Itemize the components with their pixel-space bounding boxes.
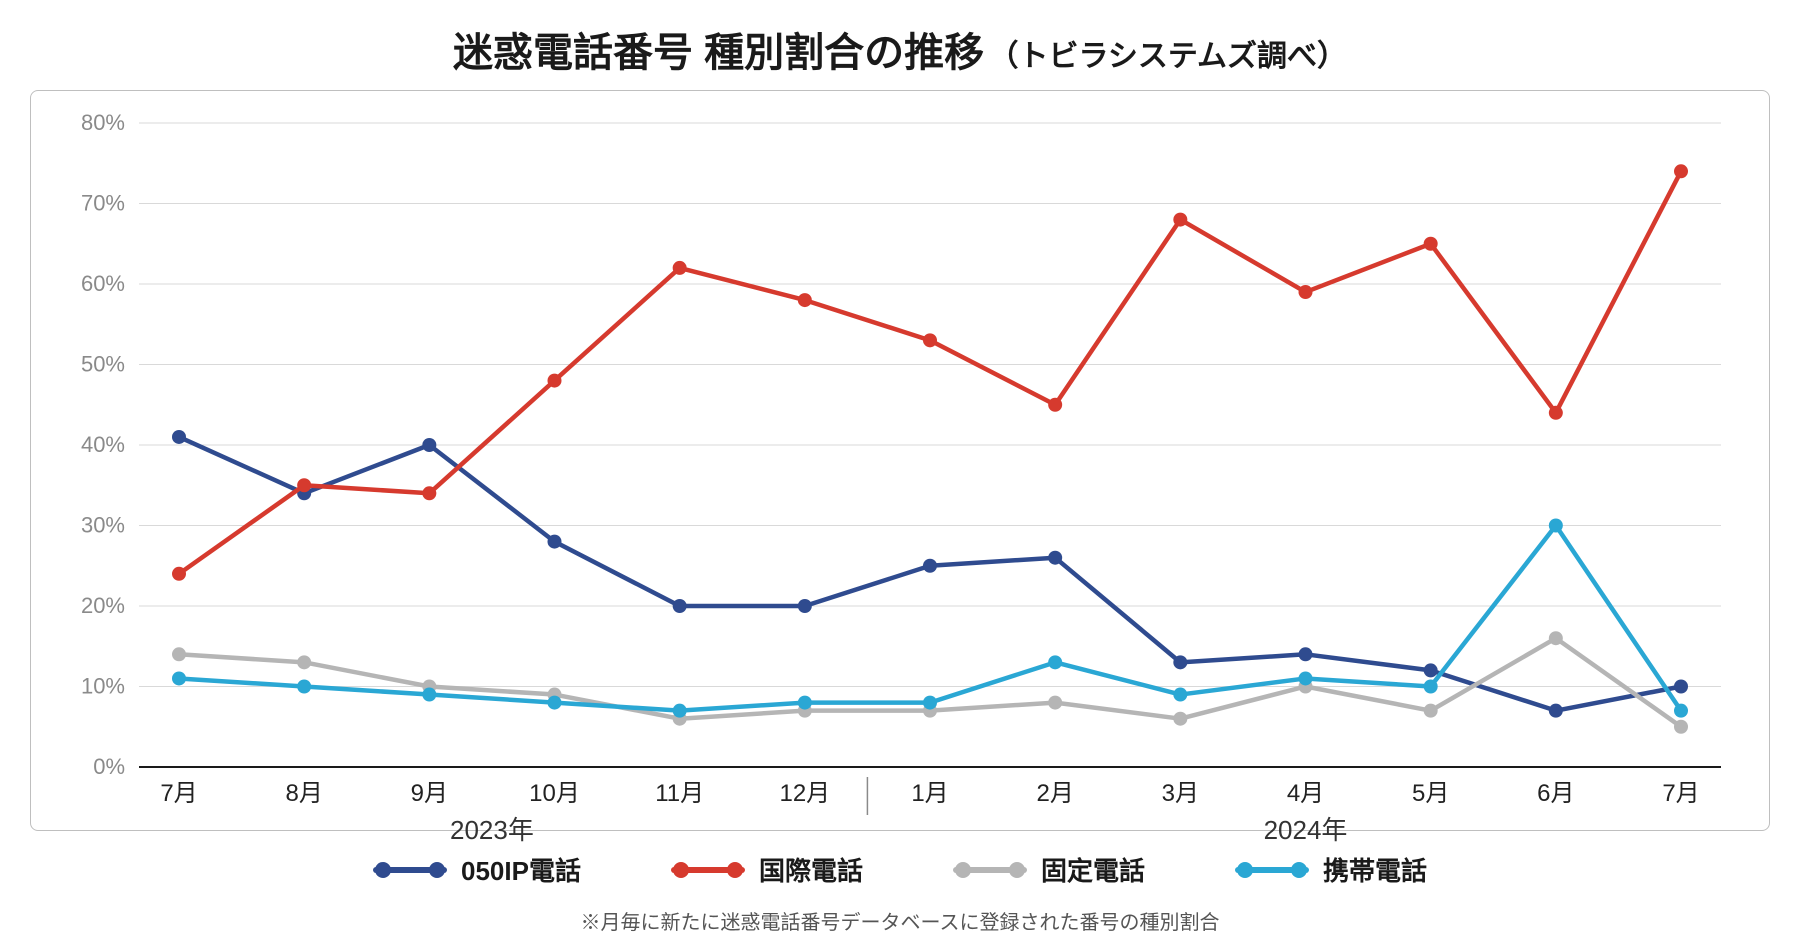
series-marker-s3 [798,696,812,710]
chart-title-sub: （トビラシステムズ調べ） [989,40,1348,73]
legend-item-s2: 固定電話 [953,851,1145,888]
series-marker-s1 [422,486,436,500]
series-marker-s1 [923,333,937,347]
y-tick-label: 0% [93,754,125,779]
series-marker-s0 [172,430,186,444]
series-marker-s0 [1424,663,1438,677]
y-tick-label: 20% [81,593,125,618]
series-marker-s1 [1549,406,1563,420]
year-label: 2024年 [1264,815,1348,845]
x-tick-label: 10月 [529,780,580,807]
series-marker-s2 [1173,712,1187,726]
y-tick-label: 50% [81,352,125,377]
series-marker-s1 [1674,164,1688,178]
series-marker-s3 [1424,680,1438,694]
series-marker-s0 [923,559,937,573]
series-marker-s1 [1424,237,1438,251]
y-tick-label: 30% [81,513,125,538]
series-marker-s3 [1674,704,1688,718]
legend-label-s2: 固定電話 [1041,851,1145,888]
series-marker-s1 [1173,213,1187,227]
legend-swatch-s0 [373,861,447,879]
legend-label-s0: 050IP電話 [461,851,581,888]
x-tick-label: 1月 [911,780,948,807]
series-marker-s3 [1173,688,1187,702]
x-tick-label: 9月 [411,780,448,807]
series-marker-s3 [1549,519,1563,533]
legend-item-s0: 050IP電話 [373,851,581,888]
x-tick-label: 2月 [1036,780,1073,807]
year-label: 2023年 [450,815,534,845]
series-marker-s3 [1048,655,1062,669]
y-tick-label: 70% [81,191,125,216]
series-marker-s1 [172,567,186,581]
series-line-s0 [179,437,1681,711]
series-marker-s0 [422,438,436,452]
x-tick-label: 7月 [1662,780,1699,807]
legend-label-s3: 携帯電話 [1323,851,1427,888]
series-marker-s1 [673,261,687,275]
series-marker-s1 [1048,398,1062,412]
legend-swatch-s3 [1235,861,1309,879]
series-marker-s0 [1299,647,1313,661]
y-tick-label: 40% [81,432,125,457]
series-marker-s2 [1424,704,1438,718]
y-tick-label: 60% [81,271,125,296]
chart-title: 迷惑電話番号 種別割合の推移 （トビラシステムズ調べ） [30,20,1770,78]
series-marker-s0 [1048,551,1062,565]
series-marker-s1 [798,293,812,307]
series-marker-s0 [1173,655,1187,669]
series-marker-s3 [172,671,186,685]
series-marker-s3 [1299,671,1313,685]
y-tick-label: 80% [81,113,125,135]
legend-swatch-s1 [671,861,745,879]
series-marker-s2 [1549,631,1563,645]
x-tick-label: 12月 [779,780,830,807]
series-marker-s2 [1674,720,1688,734]
x-tick-label: 3月 [1162,780,1199,807]
series-marker-s0 [798,599,812,613]
chart-plot: 0% 10% 20% 30% 40% 50% 60% 70% 80% 7月 8月 9月 10月 11月 12… [59,113,1741,820]
x-tick-label: 5月 [1412,780,1449,807]
x-tick-label: 8月 [285,780,322,807]
series-marker-s1 [297,478,311,492]
series-marker-s1 [1299,285,1313,299]
series-marker-s3 [297,680,311,694]
series-marker-s0 [1549,704,1563,718]
legend-item-s1: 国際電話 [671,851,863,888]
chart-legend: 050IP電話 国際電話 固定電話 携帯電話 [30,851,1770,888]
series-marker-s1 [548,374,562,388]
legend-item-s3: 携帯電話 [1235,851,1427,888]
series-marker-s3 [548,696,562,710]
series-marker-s2 [297,655,311,669]
chart-title-main: 迷惑電話番号 種別割合の推移 [453,31,984,75]
series-marker-s2 [172,647,186,661]
series-marker-s3 [923,696,937,710]
x-tick-label: 6月 [1537,780,1574,807]
series-line-s1 [179,171,1681,574]
series-marker-s3 [422,688,436,702]
x-tick-label: 4月 [1287,780,1324,807]
chart-footnote: ※月毎に新たに迷惑電話番号データベースに登録された番号の種別割合 [30,906,1770,935]
series-marker-s2 [1048,696,1062,710]
legend-label-s1: 国際電話 [759,851,863,888]
series-marker-s0 [673,599,687,613]
series-marker-s3 [673,704,687,718]
y-tick-label: 10% [81,674,125,699]
legend-swatch-s2 [953,861,1027,879]
x-tick-label: 7月 [160,780,197,807]
x-tick-label: 11月 [655,780,704,807]
line-chart-svg: 0% 10% 20% 30% 40% 50% 60% 70% 80% 7月 8月 9月 10月 11月 12… [59,113,1741,857]
chart-frame: 0% 10% 20% 30% 40% 50% 60% 70% 80% 7月 8月 9月 10月 11月 12… [30,90,1770,831]
series-marker-s0 [1674,680,1688,694]
series-marker-s0 [548,535,562,549]
